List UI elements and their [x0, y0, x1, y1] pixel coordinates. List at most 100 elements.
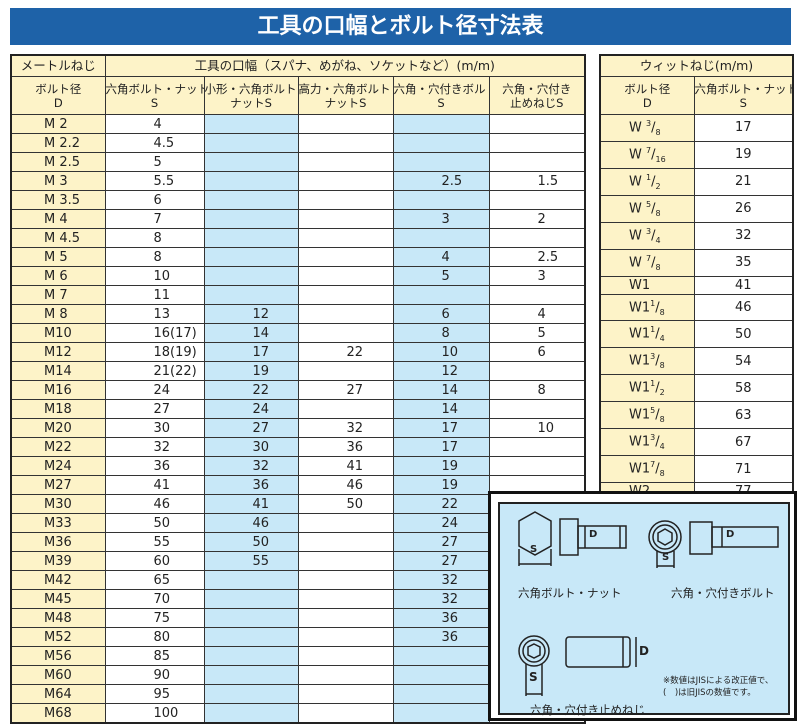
table-row: W 5/8 26	[599, 194, 794, 223]
wrench-size-cell: 12	[392, 361, 490, 381]
bolt-size-cell: W13/4	[599, 428, 695, 457]
hex-bolt-diagram	[518, 511, 627, 566]
wrench-size-cell: 8	[392, 323, 490, 343]
bolt-size-cell: M14	[10, 361, 106, 381]
table-row: M18 27 24 14	[10, 399, 586, 419]
wrench-size-cell: 17	[203, 342, 299, 362]
table-row: W 3/8 17	[599, 114, 794, 142]
table-row: M 5 8 4 2.5	[10, 247, 586, 267]
wrench-size-cell	[297, 551, 394, 571]
wrench-size-cell: 32	[693, 221, 794, 250]
wrench-size-cell	[203, 589, 299, 609]
fraction-denominator: 16	[655, 154, 666, 164]
wrench-size-cell: 8	[104, 247, 205, 267]
bolt-size-cell: M 3.5	[10, 190, 106, 210]
table-row: M12 18(19) 17 22 10 6	[10, 342, 586, 362]
column-header: ボルト径 D	[10, 76, 106, 115]
wrench-size-cell: 3	[392, 209, 490, 229]
wrench-size-cell: 60	[104, 551, 205, 571]
fraction-denominator: 8	[659, 468, 665, 478]
bolt-size-whole: W1	[629, 299, 651, 315]
wrench-size-cell: 50	[203, 532, 299, 552]
wrench-size-cell: 36	[392, 608, 490, 628]
wrench-size-cell: 32	[104, 437, 205, 457]
socket-bolt-caption: 六角・穴付きボルト	[671, 586, 775, 600]
wrench-size-cell	[488, 285, 586, 305]
wrench-size-cell	[297, 665, 394, 685]
bolt-size-cell: M 7	[10, 285, 106, 305]
bolt-size-cell: M 2.2	[10, 133, 106, 153]
wrench-size-cell	[392, 190, 490, 210]
wrench-size-cell: 35	[693, 248, 794, 277]
wrench-size-cell: 14	[392, 380, 490, 400]
fraction-denominator: 2	[655, 181, 661, 191]
wrench-size-cell	[203, 247, 299, 267]
wrench-size-cell	[392, 114, 490, 134]
wrench-size-cell: 46	[297, 475, 394, 495]
table-row: W11/4 50	[599, 320, 794, 349]
note-line-1: ※数値はJISによる改正値で、	[663, 676, 774, 686]
table-row: M56 85	[10, 646, 586, 666]
wrench-size-cell: 30	[203, 437, 299, 457]
bolt-size-whole: W1	[629, 434, 651, 450]
wrench-size-cell: 63	[693, 401, 794, 430]
wrench-size-cell: 3	[488, 266, 586, 286]
wrench-size-cell	[203, 646, 299, 666]
bolt-size-cell: M48	[10, 608, 106, 628]
wrench-size-cell: 27	[297, 380, 394, 400]
wrench-size-cell	[488, 437, 586, 457]
table-row: W13/4 67	[599, 428, 794, 457]
wrench-size-cell	[203, 665, 299, 685]
wrench-size-cell: 24	[104, 380, 205, 400]
fraction-denominator: 4	[655, 235, 661, 245]
wrench-size-cell	[297, 152, 394, 172]
bolt-size-cell: M27	[10, 475, 106, 495]
wrench-size-cell	[297, 646, 394, 666]
bolt-size-cell: M60	[10, 665, 106, 685]
wrench-size-cell: 36	[203, 475, 299, 495]
s-label: S	[529, 670, 538, 684]
bolt-size-cell: M 2	[10, 114, 106, 134]
bolt-size-cell: W 7/8	[599, 248, 695, 277]
wrench-size-cell: 18(19)	[104, 342, 205, 362]
bolt-size-cell: W11/4	[599, 320, 695, 349]
wrench-size-cell: 30	[104, 418, 205, 438]
bolt-size-cell: M36	[10, 532, 106, 552]
bolt-size-whole: W1	[629, 353, 651, 369]
wrench-size-cell: 14	[203, 323, 299, 343]
wrench-size-cell: 5	[488, 323, 586, 343]
wrench-size-cell: 24	[392, 513, 490, 533]
table-row: M27 41 36 46 19	[10, 475, 586, 495]
bolt-size-cell: M56	[10, 646, 106, 666]
wrench-size-cell: 22	[203, 380, 299, 400]
bolt-size-cell: M12	[10, 342, 106, 362]
table-row: M14 21(22) 19 12	[10, 361, 586, 381]
bolt-size-whole: W	[629, 174, 646, 190]
wrench-size-cell	[203, 684, 299, 704]
column-header: 高力・六角ボルト・ ナットS	[297, 76, 394, 115]
wrench-size-cell: 5	[104, 152, 205, 172]
table-row: M20 30 27 32 17 10	[10, 418, 586, 438]
wrench-size-cell	[297, 532, 394, 552]
bolt-size-cell: M33	[10, 513, 106, 533]
diagram-panel: 六角ボルト・ナット 六角・穴付きボルト 六角・穴付き止めねじ S D S D S…	[488, 491, 797, 721]
bolt-size-whole: W	[629, 201, 646, 217]
table-row: W 7/16 19	[599, 140, 794, 169]
bolt-size-cell: W 3/4	[599, 221, 695, 250]
fraction-numerator: 1	[646, 172, 652, 182]
wrench-size-cell: 95	[104, 684, 205, 704]
wrench-size-cell	[488, 399, 586, 419]
wrench-size-cell	[392, 703, 490, 724]
s-label: S	[662, 552, 670, 563]
bolt-size-whole: W	[629, 254, 646, 270]
bolt-size-cell: W 1/2	[599, 167, 695, 196]
bolt-size-cell: M 2.5	[10, 152, 106, 172]
bolt-size-whole: W1	[629, 461, 651, 477]
bolt-size-cell: M24	[10, 456, 106, 476]
wrench-size-cell: 54	[693, 347, 794, 376]
fraction-numerator: 1	[650, 325, 656, 335]
table-row: M48 75 36	[10, 608, 586, 628]
bolt-size-cell: W17/8	[599, 455, 695, 483]
wrench-size-cell: 5.5	[104, 171, 205, 191]
